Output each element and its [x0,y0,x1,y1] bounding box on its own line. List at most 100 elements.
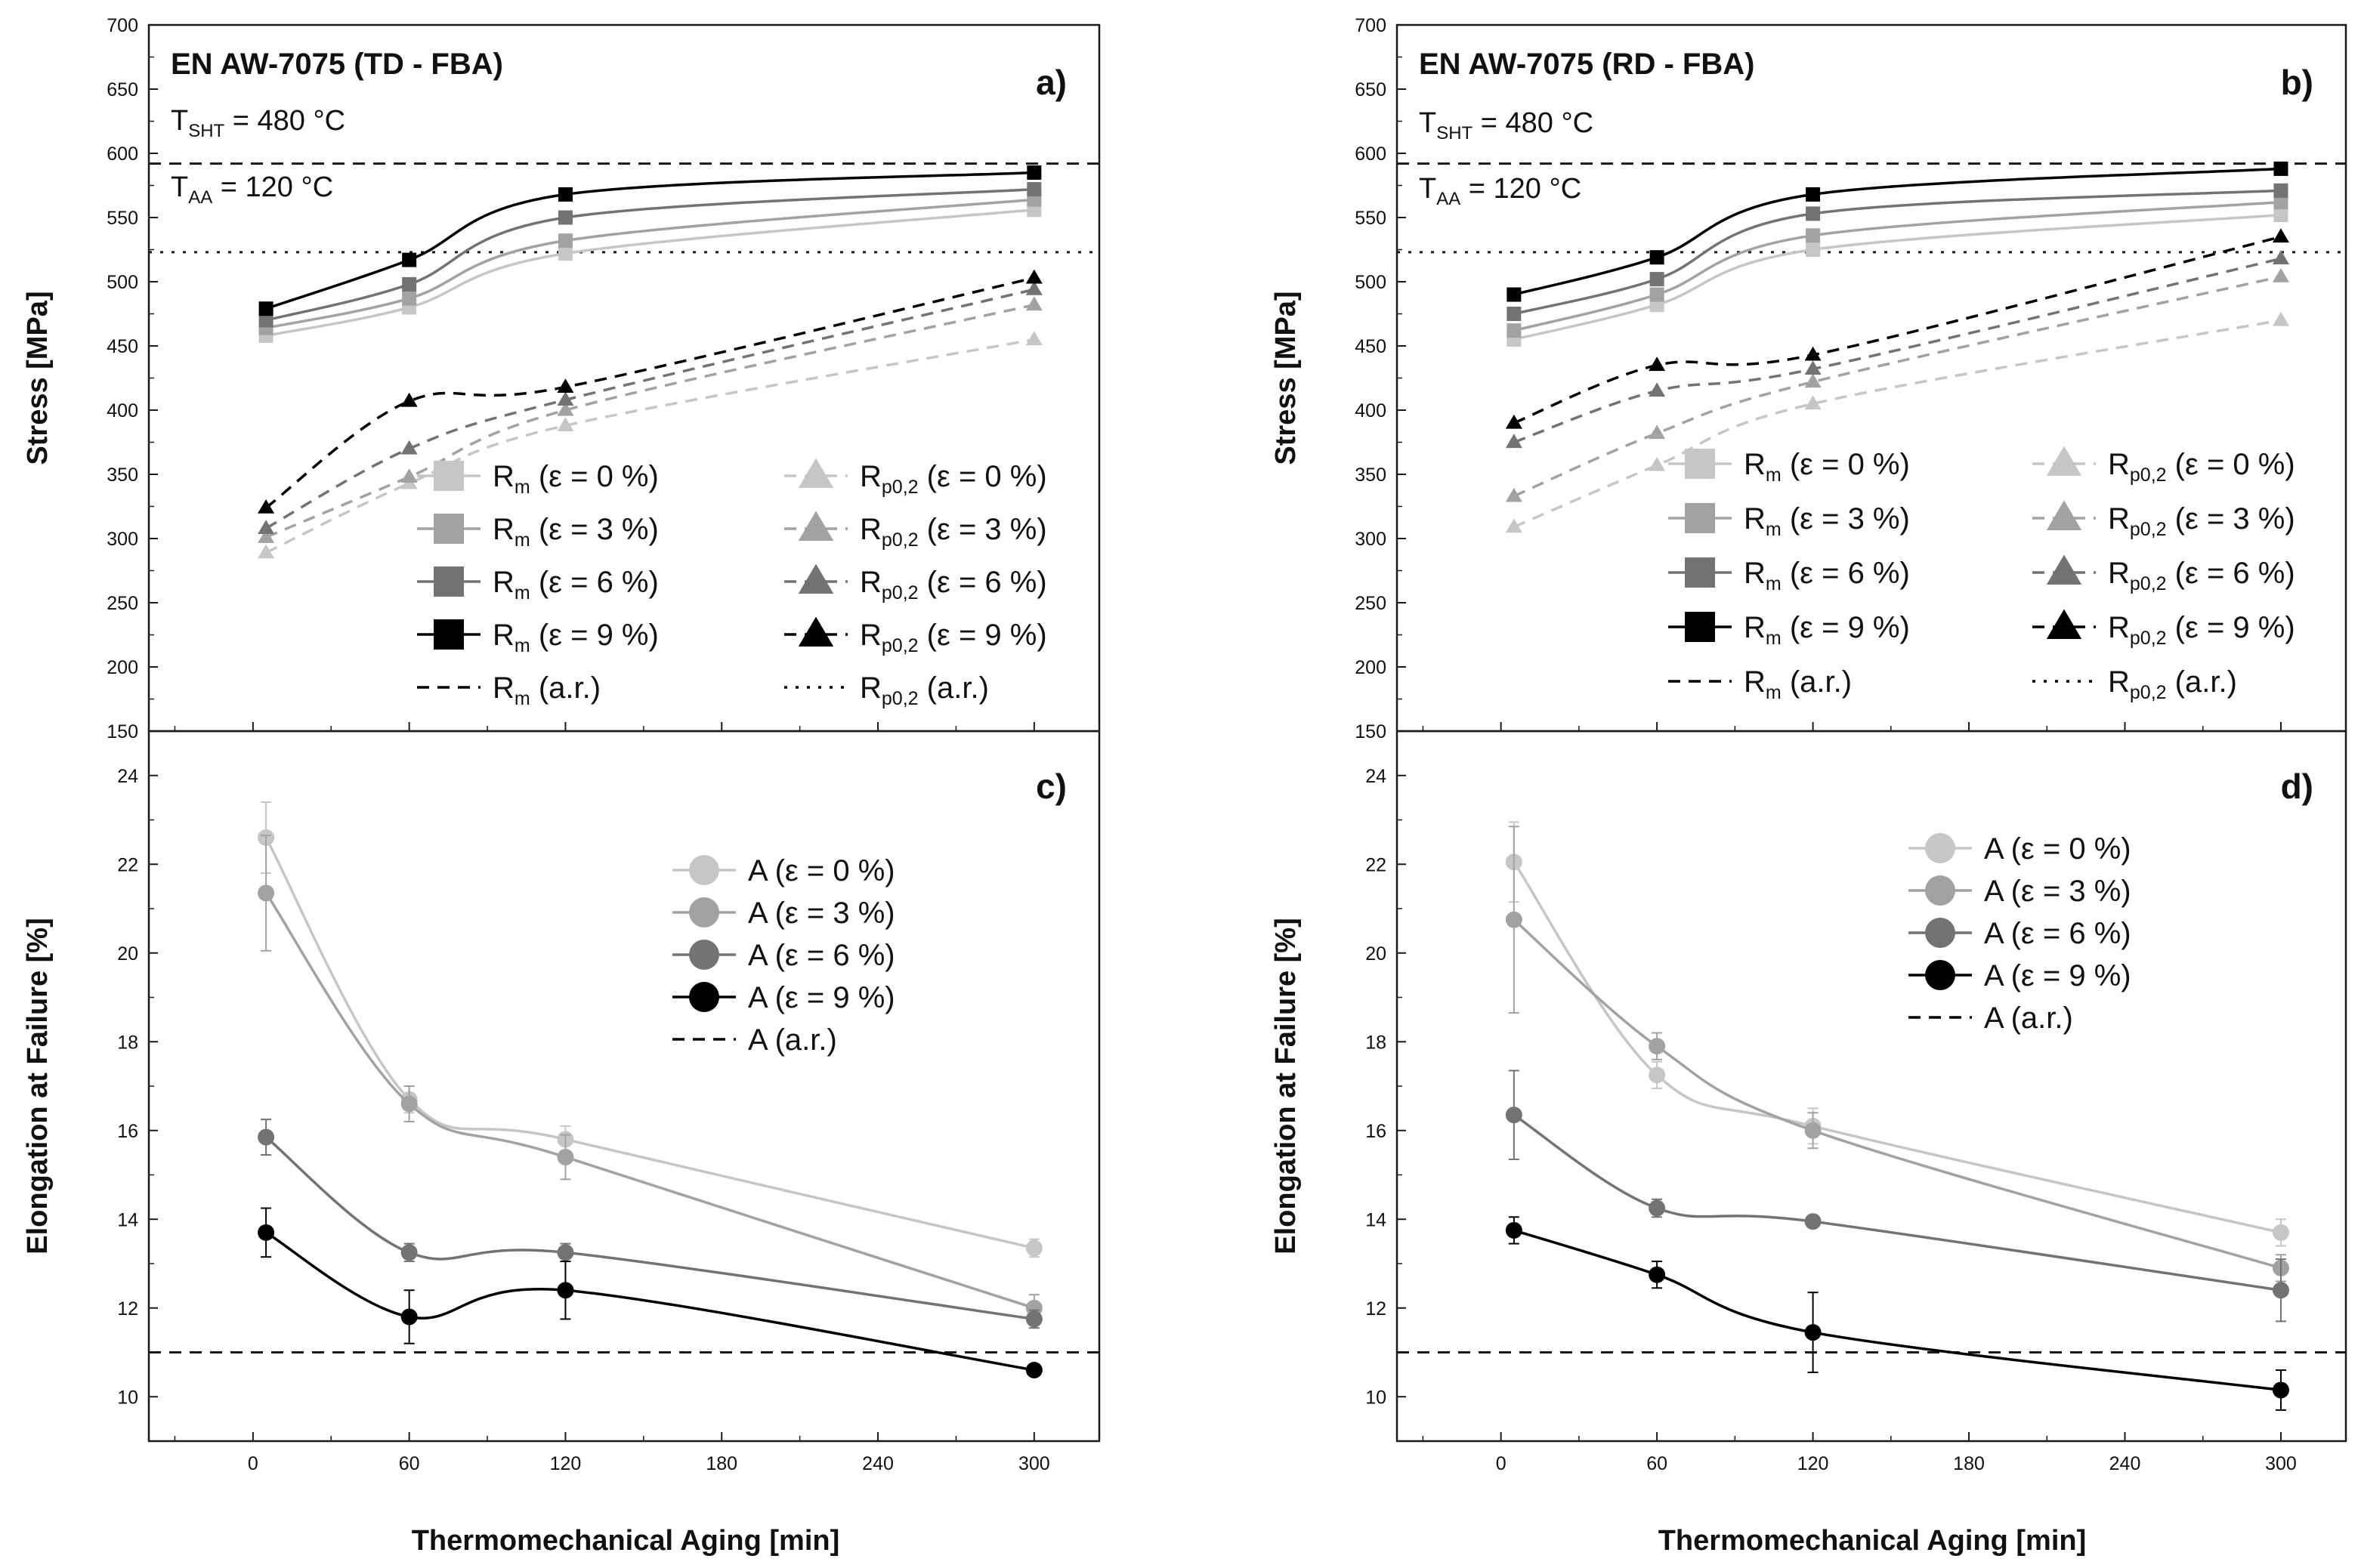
y-tick-label: 150 [107,721,138,742]
legend-marker-triangle [2046,500,2082,530]
data-point-square-eps6 [1806,206,1821,221]
x-tick-label: 0 [1496,1453,1507,1474]
y-tick-label: 450 [1355,336,1386,357]
legend-label: Rm (ε = 9 %) [1744,611,1910,649]
data-point-circle-eps3 [400,1095,418,1113]
y-tick-label: 350 [1355,465,1386,486]
legend-marker-triangle [2046,554,2082,585]
panel-letter: d) [2281,767,2313,806]
y-tick-label: 18 [117,1032,138,1053]
data-point-triangle-eps6 [1649,382,1666,397]
data-point-triangle-eps3 [1505,487,1522,502]
series-line-A-eps6 [1513,1113,2282,1292]
data-point-triangle-eps0 [2272,311,2289,326]
panel-title: EN AW-7075 (RD - FBA) [1419,48,1754,81]
data-point-square-eps0 [2273,208,2288,223]
legend-marker-circle [1925,960,1955,990]
y-tick-label: 14 [117,1209,138,1230]
data-point-triangle-eps6 [258,520,275,534]
y-tick-label: 200 [1355,657,1386,678]
legend-marker-circle [689,897,719,928]
series-line-Rm-eps6 [265,187,1034,322]
series-line-A-eps9 [1513,1229,2282,1392]
legend-marker-square [434,619,464,650]
data-point-circle-eps9 [2272,1381,2289,1399]
legend-label: Rp0,2 (ε = 3 %) [860,513,1047,551]
y-tick-label: 500 [1355,272,1386,293]
y-tick-label: 400 [1355,400,1386,421]
solution-heat-treatment-temperature: TSHT = 480 °C [1419,107,1593,144]
x-tick-label: 180 [1953,1453,1985,1474]
data-point-circle-eps0 [1025,1239,1043,1257]
data-point-circle-eps9 [1804,1324,1822,1341]
x-tick-label: 240 [862,1453,894,1474]
y-axis-label: Stress [MPa] [1270,291,1302,465]
data-point-triangle-eps3 [557,401,574,416]
y-tick-label: 300 [1355,529,1386,550]
data-point-square-eps6 [558,210,573,225]
legend-label: Rp0,2 (a.r.) [2108,665,2237,703]
data-point-square-eps9 [1507,287,1522,302]
series-line-Rm-eps6 [1513,189,2282,316]
legend-label: A (ε = 9 %) [1984,959,2131,992]
data-point-triangle-eps9 [258,499,275,514]
y-tick-label: 600 [1355,144,1386,165]
data-point-circle-eps9 [557,1282,574,1299]
legend-label: Rm (ε = 3 %) [1744,502,1910,540]
y-tick-label: 10 [1365,1387,1386,1408]
panel-a-stress-td: 150 200 250 300 350 400 450 500 550 600 650 700 Stre… [22,15,1101,742]
legend-label: Rp0,2 (ε = 0 %) [860,460,1047,498]
y-tick-label: 14 [1365,1209,1386,1230]
y-tick-label: 200 [107,657,138,678]
data-point-triangle-eps9 [557,378,574,393]
x-tick-label: 240 [2109,1453,2141,1474]
data-point-triangle-eps0 [1025,331,1043,346]
y-tick-label: 250 [107,593,138,614]
data-point-square-eps9 [2273,161,2288,176]
data-point-triangle-eps0 [258,544,275,559]
y-tick-label: 18 [1365,1032,1386,1053]
y-tick-label: 650 [107,79,138,100]
series-line-Rp-eps6 [1513,257,2282,444]
data-point-triangle-eps6 [1025,281,1043,295]
data-point-triangle-eps0 [1505,518,1522,533]
data-point-circle-eps6 [258,1128,275,1146]
data-point-circle-eps6 [400,1244,418,1261]
data-point-square-eps6 [1027,182,1042,197]
legend-label: Rp0,2 (ε = 6 %) [2108,557,2295,594]
data-point-circle-eps3 [1649,1038,1666,1055]
data-point-triangle-eps6 [557,391,574,406]
legend-marker-triangle [2046,609,2082,639]
series-line-A-eps6 [265,1136,1035,1321]
series-line-A-eps3 [1513,918,2282,1270]
y-tick-label: 300 [107,529,138,550]
y-tick-label: 550 [1355,208,1386,229]
data-point-square-eps0 [1806,242,1821,257]
legend-label: Rp0,2 (ε = 6 %) [860,566,1047,603]
legend-label: Rm (ε = 0 %) [493,460,659,498]
series-line-Rp-eps9 [1513,235,2282,424]
data-point-circle-eps3 [258,884,275,902]
panel-title: EN AW-7075 (TD - FBA) [171,48,503,81]
data-point-square-eps3 [2273,195,2288,210]
legend-marker-square [434,514,464,544]
data-point-circle-eps6 [2272,1282,2289,1299]
legend-marker-circle [1925,918,1955,948]
y-axis-label: Elongation at Failure [%] [22,918,54,1254]
data-point-triangle-eps3 [2272,268,2289,282]
legend-marker-square [434,566,464,597]
data-point-triangle-eps6 [2272,250,2289,264]
legend-label: Rm (a.r.) [1744,665,1852,703]
legend-marker-square [1685,557,1715,588]
y-tick-label: 20 [1365,943,1386,965]
data-point-triangle-eps9 [400,392,418,407]
artificial-aging-temperature: TAA = 120 °C [1419,173,1581,209]
legend-label: A (a.r.) [748,1023,837,1057]
data-point-square-eps6 [402,276,417,292]
y-tick-label: 400 [107,400,138,421]
series-line-Rp-eps3 [1513,275,2282,498]
data-point-square-eps3 [1507,323,1522,338]
data-point-circle-eps9 [1025,1362,1043,1378]
